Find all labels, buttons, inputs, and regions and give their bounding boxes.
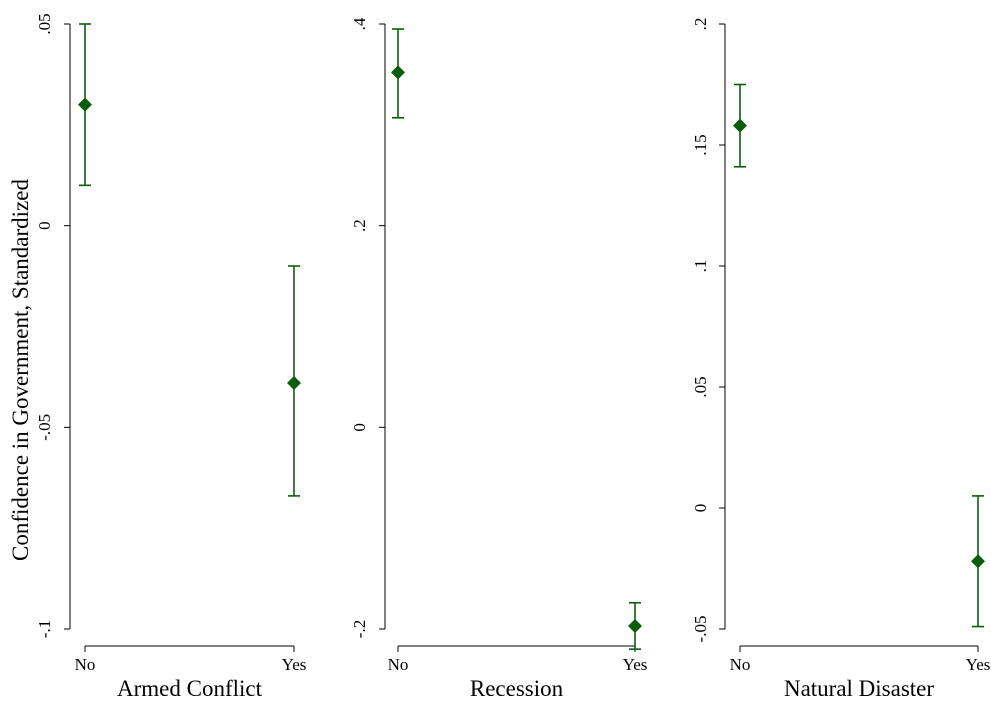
panel-2: -.2 0 .2 .4 No Yes Recession: [350, 17, 647, 701]
x-axis-title: Natural Disaster: [784, 676, 934, 701]
y-tick-label: .1: [691, 260, 710, 273]
shared-y-axis-label: Confidence in Government, Standardized: [8, 179, 33, 561]
x-tick-label: Yes: [282, 655, 307, 674]
point-marker: [287, 375, 301, 390]
y-tick-label: 0: [691, 504, 710, 513]
x-axis-title: Armed Conflict: [117, 676, 263, 701]
x-tick-label: No: [730, 655, 751, 674]
point-marker: [391, 65, 405, 80]
x-tick-label: Yes: [966, 655, 991, 674]
panel-3: -.05 0 .05 .1 .15 .2 No Yes Natural Disaster: [691, 18, 990, 701]
point-marker: [78, 97, 92, 112]
x-axis-title: Recession: [470, 676, 564, 701]
point-marker: [733, 118, 747, 133]
y-tick-label: -.2: [350, 620, 369, 638]
point-marker: [628, 618, 642, 633]
y-tick-label: -.1: [35, 620, 54, 638]
y-tick-label: -.05: [35, 414, 54, 441]
y-tick-label: .05: [35, 13, 54, 34]
y-tick-label: 0: [35, 221, 54, 230]
panel-1: -.1 -.05 0 .05 No Yes Armed Conflict: [35, 13, 306, 701]
panels: -.1 -.05 0 .05 No Yes Armed Conflict -.2 0 .2 .4 No…: [35, 13, 990, 701]
x-tick-label: No: [388, 655, 409, 674]
y-tick-label: .2: [350, 219, 369, 232]
y-tick-label: 0: [350, 423, 369, 432]
y-tick-label: .2: [691, 18, 710, 31]
y-tick-label: .4: [350, 17, 369, 30]
y-tick-label: .15: [691, 134, 710, 155]
y-tick-label: -.05: [691, 616, 710, 643]
point-marker: [971, 554, 985, 569]
x-tick-label: Yes: [623, 655, 648, 674]
y-tick-label: .05: [691, 376, 710, 397]
x-tick-label: No: [75, 655, 96, 674]
